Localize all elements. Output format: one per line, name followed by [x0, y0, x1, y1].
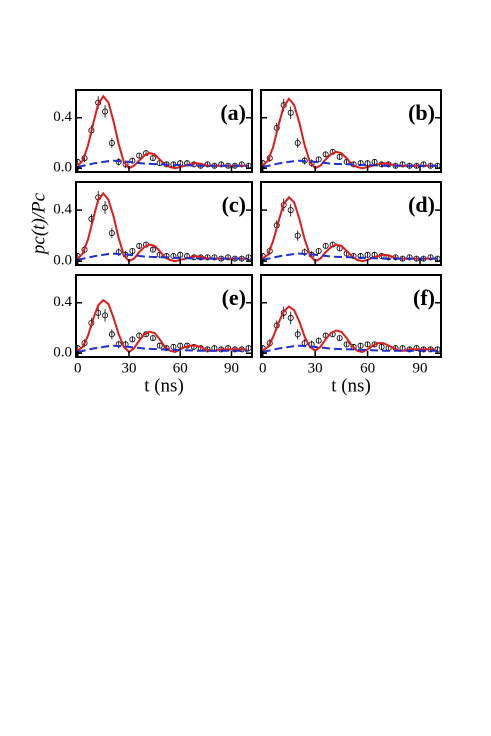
data-point — [364, 160, 371, 167]
x-tick-label: 60 — [360, 360, 375, 376]
panel-label: (d) — [408, 192, 435, 217]
data-point — [399, 161, 406, 168]
fit-line — [77, 298, 247, 354]
fit-line — [76, 94, 247, 170]
data-point — [336, 153, 343, 160]
data-point — [343, 341, 350, 348]
x-tick-label: 0 — [259, 360, 267, 376]
panel-frame — [75, 181, 253, 266]
panel-label: (e) — [222, 285, 246, 310]
panel-frame — [260, 181, 442, 266]
data-point — [357, 342, 364, 349]
x-tick-label: 60 — [173, 360, 188, 376]
model-line — [262, 344, 438, 353]
model-line — [262, 159, 438, 168]
data-point — [364, 251, 371, 258]
data-point — [149, 155, 156, 162]
data-point — [136, 242, 143, 249]
data-point — [108, 139, 115, 146]
data-point — [156, 342, 163, 349]
data-point — [238, 161, 245, 168]
data-point — [177, 342, 184, 349]
y-tick-label: 0.4 — [53, 109, 72, 125]
data-point — [322, 242, 329, 249]
data-point — [266, 340, 273, 347]
data-point — [406, 254, 413, 261]
panel-label: (f) — [413, 285, 435, 310]
data-point — [136, 332, 143, 339]
data-point — [108, 331, 115, 338]
data-point — [81, 340, 88, 347]
data-point — [378, 343, 385, 350]
data-point — [427, 254, 434, 261]
model-line — [262, 252, 438, 261]
panel-label: (b) — [408, 100, 435, 125]
data-point — [149, 246, 156, 253]
y-tick-label: 0.0 — [53, 160, 72, 176]
panel-frame — [260, 89, 442, 173]
data-point — [211, 254, 218, 261]
y-tick-label: 0.4 — [53, 202, 72, 218]
data-point — [225, 254, 232, 261]
data-point — [294, 331, 301, 338]
data-point — [322, 151, 329, 158]
x-tick-label: 30 — [308, 360, 323, 376]
data-point — [136, 152, 143, 159]
data-point — [287, 109, 294, 116]
data-point — [315, 337, 322, 344]
panel-frame — [75, 89, 253, 173]
data-point — [308, 160, 315, 167]
data-point — [129, 247, 136, 254]
data-point — [294, 139, 301, 146]
panel-frame — [75, 274, 253, 358]
data-point — [364, 341, 371, 348]
y-tick-label: 0.4 — [53, 294, 72, 310]
x-axis-label: t (ns) — [144, 375, 184, 396]
data-point — [287, 207, 294, 214]
model-line — [77, 159, 249, 168]
data-point — [129, 336, 136, 343]
panel-label: (c) — [222, 192, 246, 217]
data-point — [287, 314, 294, 321]
x-tick-label: 30 — [121, 360, 136, 376]
data-point — [336, 335, 343, 342]
panel-frame — [260, 274, 442, 358]
y-tick-label: 0.0 — [53, 253, 72, 269]
x-tick-label: 0 — [74, 360, 82, 376]
panel-label: (a) — [220, 100, 246, 125]
data-point — [108, 230, 115, 237]
data-point — [102, 312, 109, 319]
x-axis-label: t (ns) — [331, 375, 371, 396]
data-point — [294, 232, 301, 239]
data-point — [190, 343, 197, 350]
data-point — [102, 204, 109, 211]
data-point — [315, 156, 322, 163]
model-line — [77, 344, 249, 353]
y-axis-label: pc(t)/Pc — [28, 192, 49, 256]
fit-line — [76, 191, 247, 263]
x-tick-label: 90 — [413, 360, 428, 376]
data-point — [149, 335, 156, 342]
data-point — [420, 161, 427, 168]
y-tick-label: 0.0 — [53, 345, 72, 361]
x-tick-label: 90 — [224, 360, 239, 376]
data-point — [163, 345, 170, 352]
model-line — [77, 252, 249, 261]
data-point — [315, 247, 322, 254]
data-point — [218, 161, 225, 168]
data-point — [102, 108, 109, 115]
data-point — [413, 345, 420, 352]
